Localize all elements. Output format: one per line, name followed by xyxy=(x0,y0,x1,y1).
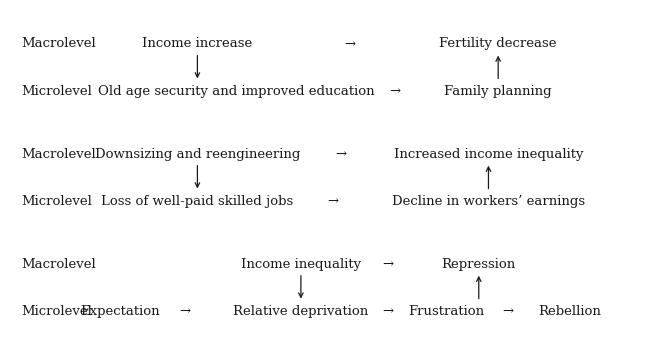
Text: Increased income inequality: Increased income inequality xyxy=(394,147,583,161)
Text: Microlevel: Microlevel xyxy=(21,195,92,208)
Text: Downsizing and reengineering: Downsizing and reengineering xyxy=(95,147,300,161)
Text: Microlevel: Microlevel xyxy=(21,305,92,318)
Text: Microlevel: Microlevel xyxy=(21,85,92,98)
Text: Loss of well-paid skilled jobs: Loss of well-paid skilled jobs xyxy=(101,195,294,208)
Text: Frustration: Frustration xyxy=(409,305,484,318)
Text: Macrolevel: Macrolevel xyxy=(21,37,96,51)
Text: Old age security and improved education: Old age security and improved education xyxy=(98,85,374,98)
Text: →: → xyxy=(383,258,394,270)
Text: →: → xyxy=(327,195,339,208)
Text: →: → xyxy=(502,305,513,318)
Text: Expectation: Expectation xyxy=(80,305,160,318)
Text: Income inequality: Income inequality xyxy=(241,258,361,270)
Text: Repression: Repression xyxy=(442,258,516,270)
Text: Fertility decrease: Fertility decrease xyxy=(440,37,557,51)
Text: Family planning: Family planning xyxy=(444,85,552,98)
Text: →: → xyxy=(344,37,355,51)
Text: Relative deprivation: Relative deprivation xyxy=(233,305,368,318)
Text: →: → xyxy=(335,147,347,161)
Text: →: → xyxy=(389,85,400,98)
Text: Macrolevel: Macrolevel xyxy=(21,258,96,270)
Text: Macrolevel: Macrolevel xyxy=(21,147,96,161)
Text: →: → xyxy=(383,305,394,318)
Text: Rebellion: Rebellion xyxy=(538,305,601,318)
Text: Income increase: Income increase xyxy=(143,37,253,51)
Text: Decline in workers’ earnings: Decline in workers’ earnings xyxy=(392,195,585,208)
Text: →: → xyxy=(179,305,190,318)
